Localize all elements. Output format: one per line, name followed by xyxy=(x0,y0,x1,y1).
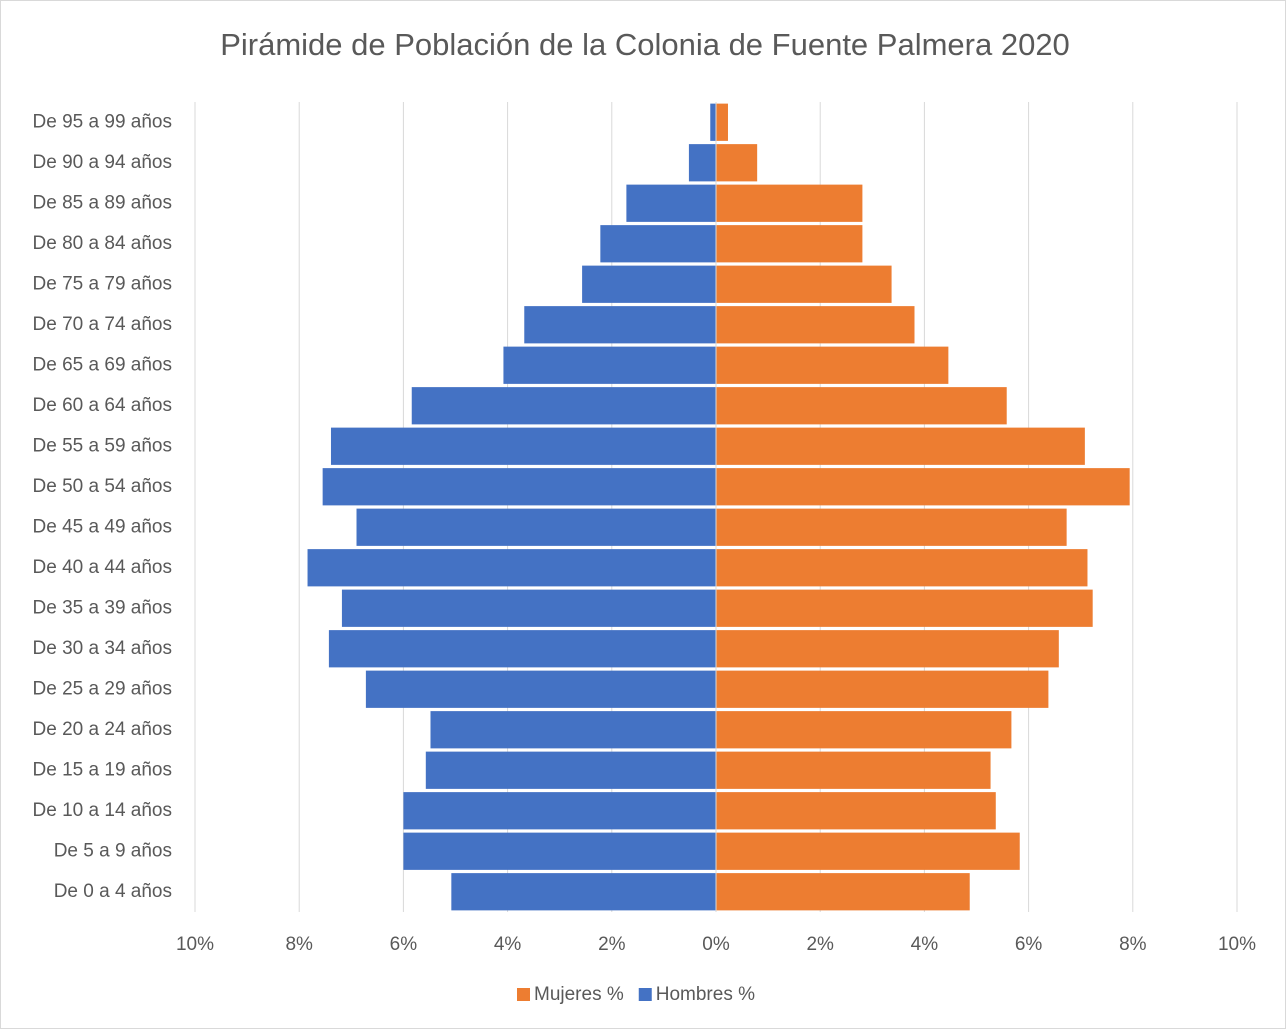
bar xyxy=(307,549,716,587)
bar xyxy=(356,508,716,546)
y-tick-label: De 80 a 84 años xyxy=(33,233,172,254)
bar xyxy=(626,184,716,222)
y-tick-label: De 10 a 14 años xyxy=(33,800,172,821)
y-tick-label: De 70 a 74 años xyxy=(33,314,172,335)
y-tick-label: De 30 a 34 años xyxy=(33,638,172,659)
y-tick-label: De 0 a 4 años xyxy=(54,881,172,902)
x-tick-label: 2% xyxy=(598,934,626,955)
y-tick-label: De 40 a 44 años xyxy=(33,557,172,578)
bar xyxy=(716,751,991,789)
bar xyxy=(716,144,758,182)
bar xyxy=(716,589,1093,627)
bar xyxy=(716,508,1067,546)
bar xyxy=(716,225,863,263)
x-tick-label: 8% xyxy=(1119,934,1147,955)
bar xyxy=(503,346,716,384)
bar xyxy=(716,427,1085,465)
bar xyxy=(411,387,716,425)
legend-label: Hombres % xyxy=(656,984,755,1005)
bar xyxy=(716,549,1088,587)
y-tick-label: De 35 a 39 años xyxy=(33,597,172,618)
bar xyxy=(716,265,892,303)
x-tick-label: 10% xyxy=(176,934,214,955)
bar xyxy=(582,265,716,303)
bar xyxy=(403,792,716,830)
bar xyxy=(716,184,863,222)
y-tick-label: De 25 a 29 años xyxy=(33,678,172,699)
bar xyxy=(716,387,1007,425)
bar xyxy=(688,144,716,182)
x-tick-label: 10% xyxy=(1218,934,1256,955)
bar xyxy=(425,751,716,789)
bar xyxy=(341,589,716,627)
y-tick-label: De 90 a 94 años xyxy=(33,152,172,173)
y-tick-label: De 75 a 79 años xyxy=(33,273,172,294)
y-tick-label: De 95 a 99 años xyxy=(33,111,172,132)
y-tick-label: De 55 a 59 años xyxy=(33,435,172,456)
x-tick-label: 6% xyxy=(1015,934,1043,955)
y-tick-label: De 65 a 69 años xyxy=(33,354,172,375)
bar xyxy=(716,306,915,344)
bar xyxy=(600,225,716,263)
x-tick-label: 2% xyxy=(806,934,834,955)
bar xyxy=(330,427,716,465)
y-tick-label: De 15 a 19 años xyxy=(33,759,172,780)
bar xyxy=(716,346,949,384)
legend-swatch xyxy=(638,988,652,1001)
bar xyxy=(524,306,716,344)
bar xyxy=(403,832,716,870)
y-tick-label: De 45 a 49 años xyxy=(33,516,172,537)
x-tick-label: 4% xyxy=(494,934,522,955)
legend-label: Mujeres % xyxy=(534,984,624,1005)
bar xyxy=(716,873,970,911)
bar xyxy=(716,630,1059,668)
bar xyxy=(716,670,1049,708)
y-tick-label: De 85 a 89 años xyxy=(33,192,172,213)
legend-swatch xyxy=(517,988,530,1001)
x-tick-label: 8% xyxy=(285,934,313,955)
bar xyxy=(365,670,716,708)
bar xyxy=(716,792,996,830)
bar xyxy=(430,711,716,749)
y-tick-label: De 20 a 24 años xyxy=(33,719,172,740)
y-tick-label: De 60 a 64 años xyxy=(33,395,172,416)
y-tick-label: De 50 a 54 años xyxy=(33,476,172,497)
bar xyxy=(716,832,1020,870)
x-tick-label: 0% xyxy=(702,934,730,955)
bar xyxy=(716,468,1130,506)
bar xyxy=(328,630,716,668)
y-tick-label: De 5 a 9 años xyxy=(54,840,172,861)
x-tick-label: 4% xyxy=(911,934,939,955)
x-tick-label: 6% xyxy=(390,934,418,955)
bar xyxy=(322,468,716,506)
bar xyxy=(710,103,716,141)
bar xyxy=(716,103,728,141)
bar xyxy=(451,873,716,911)
chart-title: Pirámide de Población de la Colonia de F… xyxy=(220,27,1070,62)
bar xyxy=(716,711,1012,749)
